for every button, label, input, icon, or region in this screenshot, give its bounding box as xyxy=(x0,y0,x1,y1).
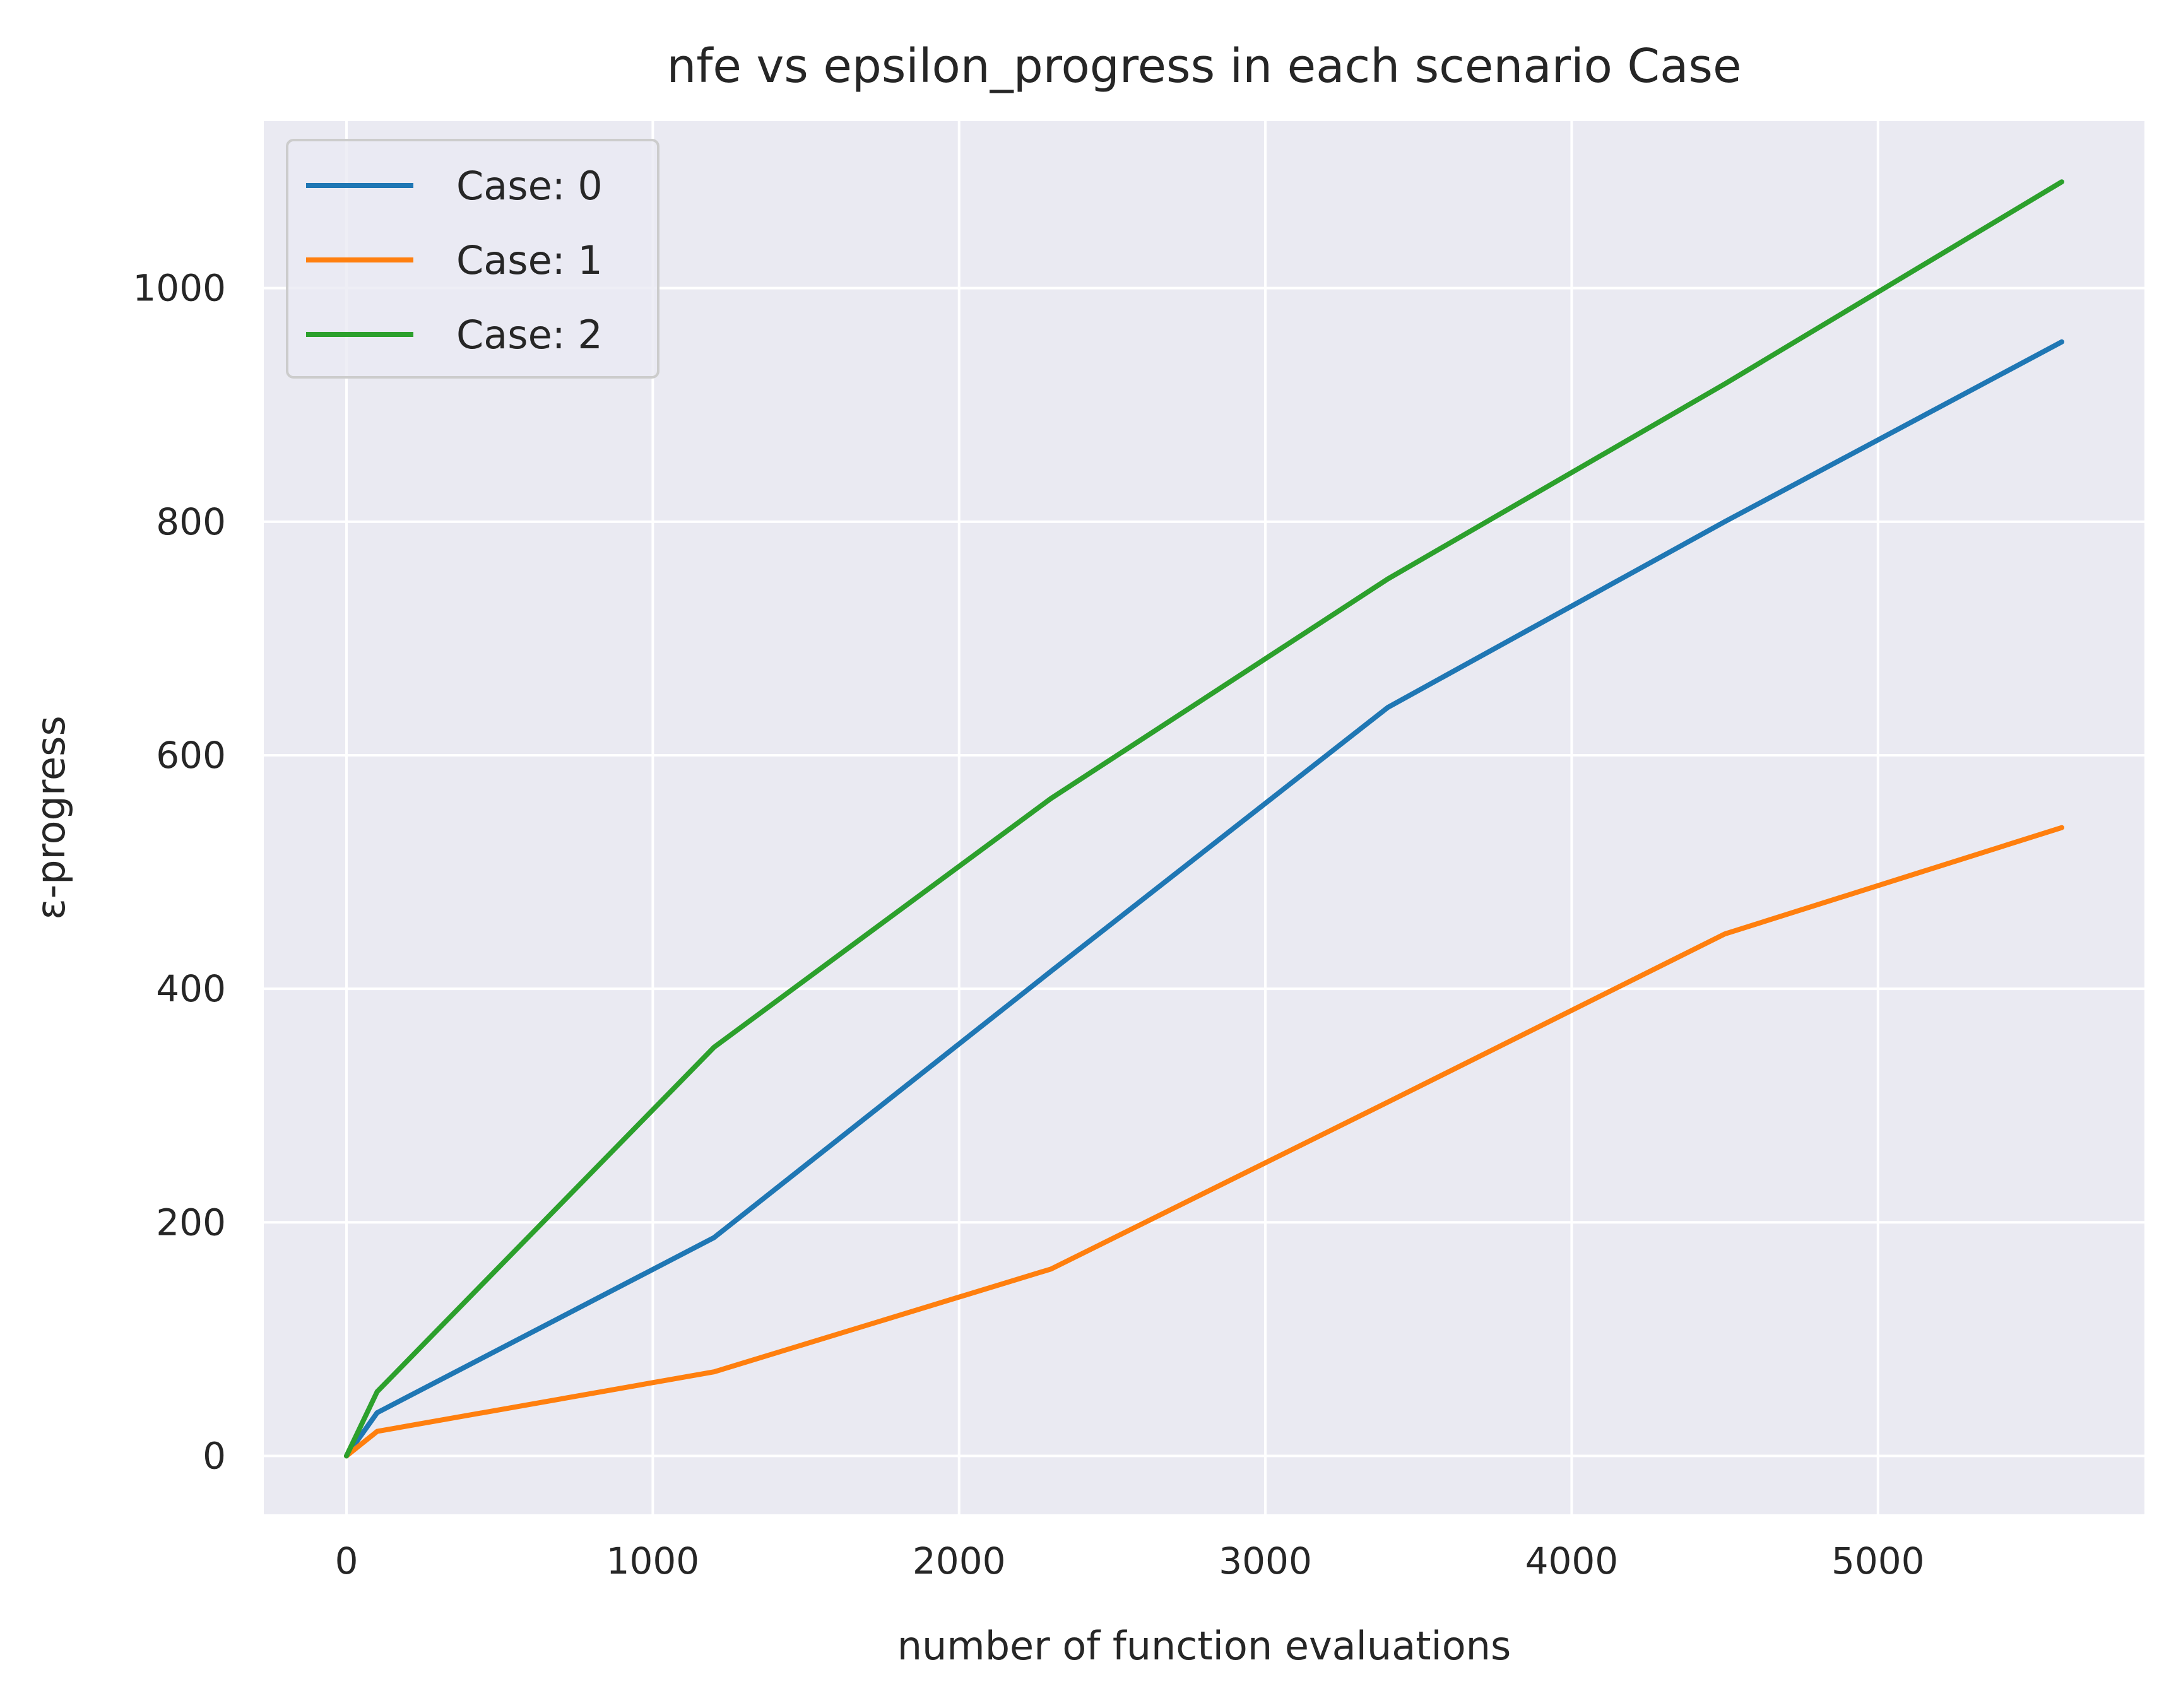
y-axis-label: ε-progress xyxy=(28,716,74,920)
y-tick-label: 800 xyxy=(156,500,226,543)
y-tick-label: 400 xyxy=(156,967,226,1010)
y-tick-labels: 0 200 400 600 800 1000 xyxy=(133,267,226,1478)
legend-label: Case: 0 xyxy=(456,163,603,209)
x-tick-label: 5000 xyxy=(1831,1540,1925,1582)
series-line-case-0 xyxy=(344,339,2064,1459)
series-line-case-2 xyxy=(344,179,2064,1459)
x-tick-labels: 0 1000 2000 3000 4000 5000 xyxy=(335,1540,1925,1582)
y-tick-label: 600 xyxy=(156,734,226,777)
legend: Case: 0 Case: 1 Case: 2 xyxy=(286,139,659,379)
y-tick-label: 200 xyxy=(156,1201,226,1244)
x-axis-label: number of function evaluations xyxy=(897,1623,1511,1669)
grid-lines xyxy=(264,121,2144,1514)
chart-title: nfe vs epsilon_progress in each scenario… xyxy=(666,39,1741,93)
y-tick-label: 0 xyxy=(203,1434,226,1477)
legend-label: Case: 2 xyxy=(456,312,603,358)
y-tick-label: 1000 xyxy=(133,267,226,310)
legend-label: Case: 1 xyxy=(456,237,603,283)
x-tick-label: 4000 xyxy=(1525,1540,1619,1582)
x-tick-label: 0 xyxy=(335,1540,358,1582)
x-tick-label: 3000 xyxy=(1219,1540,1312,1582)
x-tick-label: 1000 xyxy=(606,1540,700,1582)
legend-box xyxy=(286,139,659,379)
series-lines xyxy=(344,179,2064,1459)
series-line-case-1 xyxy=(344,825,2064,1459)
x-tick-label: 2000 xyxy=(913,1540,1006,1582)
